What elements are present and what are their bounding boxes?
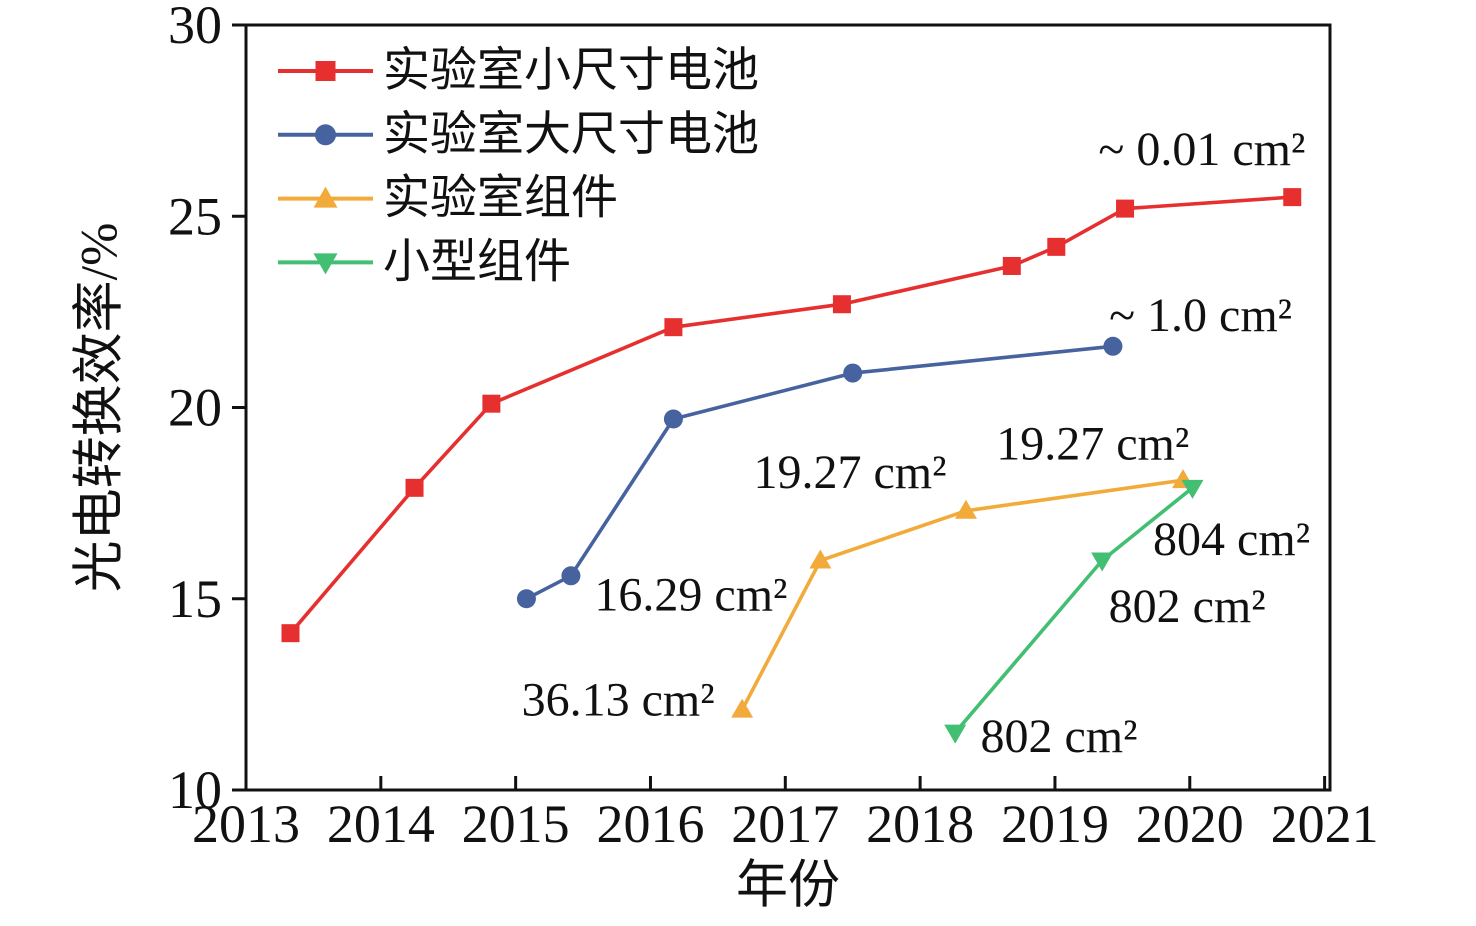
x-tick-label: 2021 (1271, 794, 1379, 854)
series-实验室组件 (731, 469, 1195, 718)
legend-item: 实验室大尺寸电池 (278, 109, 759, 161)
legend-item: 实验室组件 (278, 173, 618, 225)
data-point-marker (405, 478, 424, 497)
legend-marker-triangle-down (313, 253, 338, 275)
y-tick-label: 10 (168, 760, 222, 820)
legend-marker-triangle-up (313, 186, 338, 208)
x-tick-label: 2013 (192, 794, 300, 854)
x-tick-label: 2019 (1001, 794, 1109, 854)
data-point-marker (843, 363, 863, 383)
y-tick-label: 25 (168, 186, 222, 246)
x-axis-title: 年份 (736, 858, 840, 915)
data-point-marker (944, 724, 967, 744)
annotation-label: 19.27 cm² (754, 446, 947, 499)
data-point-marker (663, 409, 683, 429)
annotation-label: 802 cm² (1109, 580, 1266, 633)
series-line (740, 478, 1185, 712)
series-实验室小尺寸电池 (281, 188, 1302, 643)
annotation-label: ~ 1.0 cm² (1109, 289, 1292, 342)
legend-label: 实验室大尺寸电池 (383, 109, 759, 161)
series-实验室大尺寸电池 (516, 336, 1123, 609)
data-point-marker (1103, 336, 1123, 356)
legend-marker-square (315, 61, 336, 81)
legend-marker-circle (315, 124, 336, 146)
legend-label: 实验室小尺寸电池 (383, 45, 759, 97)
x-tick-label: 2020 (1136, 794, 1244, 854)
data-point-marker (1181, 479, 1204, 499)
legend-label: 实验室组件 (383, 173, 618, 225)
data-point-marker (1047, 237, 1066, 256)
y-axis: 10 15 20 25 30 (168, 0, 246, 820)
data-point-marker (1091, 552, 1114, 572)
annotation-label: 16.29 cm² (594, 568, 787, 621)
y-tick-label: 15 (168, 569, 222, 629)
x-tick-label: 2017 (731, 794, 839, 854)
x-axis: 2013 2014 2015 2016 2017 2018 2019 2020 2021 (192, 776, 1379, 854)
annotation-label: 802 cm² (980, 710, 1137, 763)
data-point-marker (832, 295, 851, 314)
legend-label: 小型组件 (383, 236, 571, 288)
series-小型组件 (944, 479, 1204, 744)
annotation-label: 804 cm² (1153, 513, 1310, 566)
data-point-marker (664, 318, 683, 337)
annotation-label: 36.13 cm² (522, 674, 715, 727)
data-point-marker (1002, 256, 1021, 275)
data-point-marker (281, 624, 300, 643)
legend-item: 小型组件 (278, 236, 571, 288)
data-point-marker (954, 499, 977, 519)
x-tick-label: 2014 (327, 794, 435, 854)
legend-item: 实验室小尺寸电池 (278, 45, 759, 97)
annotation-label: 19.27 cm² (996, 417, 1189, 470)
y-axis-title: 光电转换效率/% (72, 223, 129, 593)
y-tick-label: 30 (168, 0, 222, 55)
annotation-label: ~ 0.01 cm² (1098, 123, 1305, 176)
data-point-marker (1116, 199, 1135, 218)
data-point-marker (809, 549, 832, 569)
x-tick-label: 2018 (866, 794, 974, 854)
x-tick-label: 2016 (596, 794, 704, 854)
y-tick-label: 20 (168, 378, 222, 438)
data-point-marker (482, 394, 501, 413)
data-point-marker (561, 566, 581, 586)
data-point-marker (731, 698, 754, 718)
data-point-marker (1283, 188, 1302, 207)
x-tick-label: 2015 (462, 794, 570, 854)
data-point-marker (516, 589, 536, 609)
